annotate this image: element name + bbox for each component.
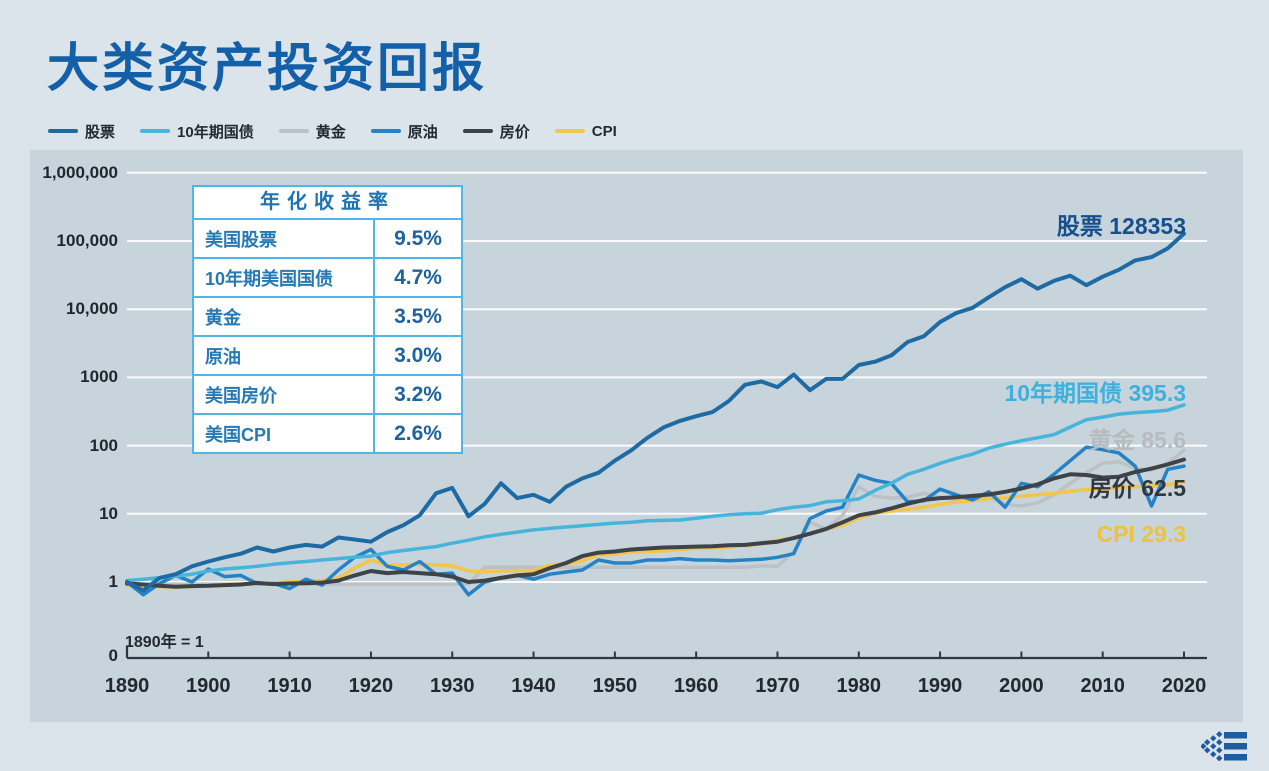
y-tick-label: 1 (108, 572, 118, 591)
series-line-股票 (125, 231, 1186, 593)
table-row-label: 原油 (205, 346, 241, 367)
chart-legend: 股票 10年期国债 黄金 原油 房价 CPI (48, 121, 617, 141)
logo-pixel (1204, 739, 1211, 746)
series-line-CPI (125, 480, 1186, 589)
logo-e-bar (1224, 732, 1247, 739)
x-tick-label: 1900 (186, 675, 231, 697)
table-row-label: 黄金 (205, 307, 241, 328)
legend-label: 股票 (85, 123, 116, 141)
x-tick-label: 1890 (104, 675, 150, 697)
logo-pixel (1216, 731, 1223, 738)
y-tick-label-zero: 0 (108, 646, 118, 665)
y-tick-label: 100 (89, 435, 118, 455)
x-tick-label: 1940 (511, 675, 556, 697)
legend-label: 原油 (407, 123, 438, 141)
x-tick-label: 1930 (429, 675, 475, 697)
logo-pixel (1210, 751, 1217, 758)
legend-item: 黄金 (278, 121, 346, 142)
y-tick-label: 10,000 (66, 299, 118, 319)
x-tick-label: 2000 (999, 675, 1044, 697)
x-tick-label: 1920 (348, 675, 394, 697)
table-row-value: 3.2% (373, 376, 461, 413)
table-row: 美国CPI 2.6% (194, 413, 461, 452)
x-tick-label: 1990 (917, 675, 963, 697)
series-line-原油 (125, 445, 1186, 597)
table-row-value: 9.5% (373, 220, 461, 257)
legend-line-swatch (370, 129, 401, 133)
annualized-returns-table: 年化收益率 美国股票 9.5% 10年期美国国债 4.7% 黄金 3.5% 原油… (192, 185, 463, 454)
logo-pixel (1216, 747, 1223, 754)
table-row-value: 4.7% (373, 259, 461, 296)
logo-pixel (1201, 743, 1207, 750)
logo-pixel (1216, 739, 1223, 746)
base-year-note: 1890年 = 1 (125, 634, 204, 651)
series-end-label: 股票 128353 (1056, 213, 1186, 239)
table-row: 黄金 3.5% (194, 296, 461, 335)
table-header: 年化收益率 (260, 191, 395, 213)
x-tick-label: 2010 (1080, 675, 1125, 697)
legend-label: 10年期国债 (177, 123, 254, 141)
logo-pixel (1210, 735, 1217, 742)
x-tick-label: 1960 (673, 675, 719, 697)
x-tick-label: 1980 (836, 675, 882, 697)
logo-pixel (1216, 755, 1223, 761)
table-row-label: 美国CPI (205, 424, 272, 445)
logo-e-bar (1224, 743, 1247, 750)
y-tick-label: 1000 (80, 367, 118, 387)
y-tick-label: 10 (99, 503, 118, 523)
logo-e-bar (1224, 754, 1247, 761)
legend-line-swatch (462, 129, 493, 133)
legend-item: CPI (554, 122, 617, 140)
series-end-label: CPI 29.3 (1096, 521, 1187, 547)
logo-pixel (1210, 743, 1217, 750)
y-tick-label: 1,000,000 (42, 162, 118, 182)
table-row-value: 2.6% (373, 415, 461, 452)
series-line-10年期国债 (125, 403, 1186, 583)
series-end-label: 房价 62.5 (1088, 475, 1186, 501)
table-row: 原油 3.0% (194, 335, 461, 374)
table-row-value: 3.5% (373, 298, 461, 335)
legend-item: 原油 (370, 121, 438, 142)
legend-item: 房价 (462, 121, 530, 142)
legend-line-swatch (140, 129, 171, 133)
x-tick-label: 1970 (755, 675, 800, 697)
y-tick-label: 100,000 (56, 231, 118, 250)
x-tick-label: 1950 (592, 675, 638, 697)
table-row: 美国房价 3.2% (194, 374, 461, 413)
table-row-label: 美国股票 (205, 229, 277, 250)
legend-label: 黄金 (315, 123, 346, 141)
table-row: 美国股票 9.5% (194, 218, 461, 257)
table-row: 10年期美国国债 4.7% (194, 257, 461, 296)
brand-logo-icon (1201, 731, 1247, 761)
logo-pixel (1204, 747, 1211, 754)
page-title: 大类资产投资回报 (47, 40, 488, 98)
legend-item: 10年期国债 (140, 121, 254, 142)
table-row-label: 10年期美国国债 (205, 268, 334, 289)
x-tick-label: 1910 (267, 675, 312, 697)
legend-label: CPI (591, 122, 617, 140)
legend-line-swatch (48, 129, 78, 133)
legend-item: 股票 (48, 121, 115, 142)
series-end-label: 黄金 85.6 (1088, 427, 1186, 453)
table-row-label: 美国房价 (205, 385, 277, 406)
series-line-房价 (125, 457, 1186, 589)
legend-line-swatch (554, 129, 585, 133)
legend-line-swatch (278, 129, 309, 133)
series-end-label: 10年期国债 395.3 (1004, 380, 1186, 406)
x-tick-label: 2020 (1161, 675, 1207, 697)
legend-label: 房价 (499, 123, 530, 141)
table-row-value: 3.0% (373, 337, 461, 374)
